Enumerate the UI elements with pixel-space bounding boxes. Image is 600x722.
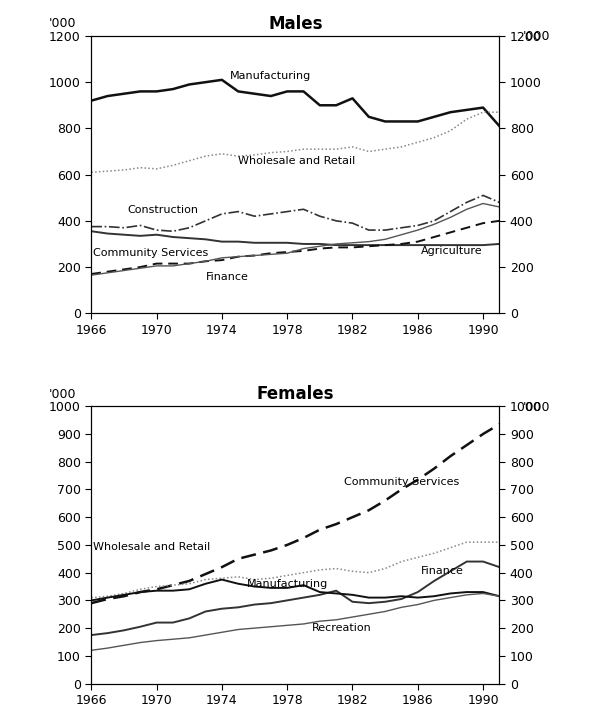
Title: Females: Females [257, 386, 334, 404]
Text: Manufacturing: Manufacturing [247, 579, 328, 589]
Text: Construction: Construction [127, 206, 198, 215]
Y-axis label: '000: '000 [523, 30, 550, 43]
Title: Males: Males [268, 15, 323, 33]
Y-axis label: '000: '000 [523, 401, 550, 414]
Y-axis label: '000: '000 [49, 17, 76, 30]
Text: Recreation: Recreation [311, 623, 371, 633]
Text: Community Services: Community Services [93, 248, 208, 258]
Text: Agriculture: Agriculture [421, 245, 482, 256]
Text: Wholesale and Retail: Wholesale and Retail [238, 155, 355, 165]
Text: Finance: Finance [206, 271, 248, 282]
Text: Manufacturing: Manufacturing [230, 71, 311, 81]
Text: Community Services: Community Services [344, 477, 460, 487]
Text: Wholesale and Retail: Wholesale and Retail [93, 542, 210, 552]
Y-axis label: '000: '000 [49, 388, 76, 401]
Text: Finance: Finance [421, 566, 464, 576]
